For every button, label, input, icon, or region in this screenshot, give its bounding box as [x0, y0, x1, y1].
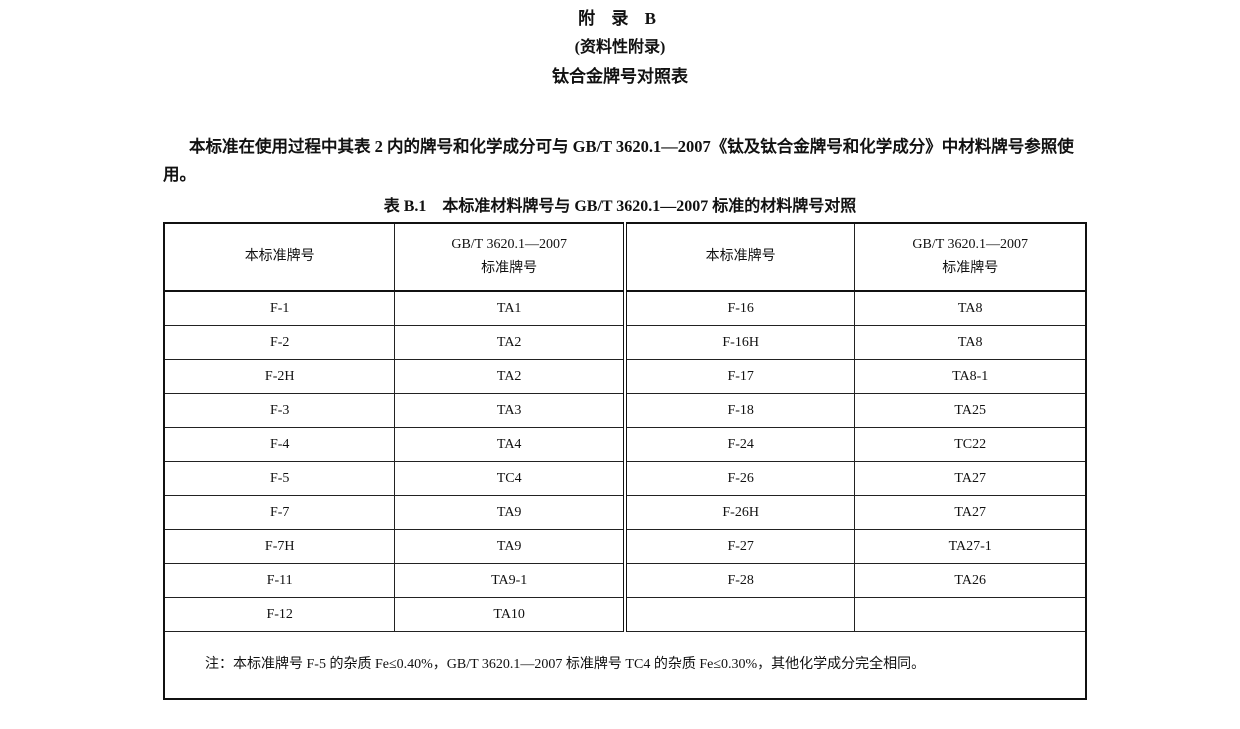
this-standard-grade-cell: F-16H	[622, 325, 856, 360]
this-standard-grade-cell: F-18	[622, 393, 856, 428]
this-standard-grade-cell: F-3	[163, 393, 396, 428]
header-gb-grade: GB/T 3620.1—2007 标准牌号	[854, 222, 1087, 292]
header-gb-line2: 标准牌号	[481, 261, 538, 276]
this-standard-grade-cell: F-28	[622, 563, 856, 598]
gb-grade-cell: TA10	[394, 597, 626, 632]
this-standard-grade-cell: F-24	[622, 427, 856, 462]
this-standard-grade-cell: F-2	[163, 325, 396, 360]
this-standard-grade-cell: F-11	[163, 563, 396, 598]
appendix-title: 钛合金牌号对照表	[552, 67, 688, 86]
gb-grade-cell: TA4	[394, 427, 626, 462]
table-row: F-5 TC4 F-26 TA27	[163, 461, 1087, 496]
table-header-row: 本标准牌号 GB/T 3620.1—2007 标准牌号 本标准牌号 GB/T 36…	[163, 222, 1087, 292]
gb-grade-cell: TA3	[394, 393, 626, 428]
this-standard-grade-cell	[622, 597, 856, 632]
header-gb-grade: GB/T 3620.1—2007 标准牌号	[394, 222, 626, 292]
this-standard-grade-cell: F-2H	[163, 359, 396, 394]
gb-grade-cell: TA8-1	[854, 359, 1087, 394]
this-standard-grade-cell: F-26	[622, 461, 856, 496]
this-standard-grade-cell: F-16	[622, 290, 856, 326]
table-row: F-2H TA2 F-17 TA8-1	[163, 359, 1087, 394]
this-standard-grade-cell: F-7H	[163, 529, 396, 564]
table-row: F-7H TA9 F-27 TA27-1	[163, 529, 1087, 564]
gb-grade-cell: TA2	[394, 325, 626, 360]
intro-paragraph: 本标准在使用过程中其表 2 内的牌号和化学成分可与 GB/T 3620.1—20…	[163, 137, 1074, 184]
this-standard-grade-cell: F-27	[622, 529, 856, 564]
gb-grade-cell: TC4	[394, 461, 626, 496]
gb-grade-cell: TA25	[854, 393, 1087, 428]
this-standard-grade-cell: F-7	[163, 495, 396, 530]
table-row: F-11 TA9-1 F-28 TA26	[163, 563, 1087, 598]
appendix-label: 附 录 B	[578, 9, 662, 28]
gb-grade-cell: TA27-1	[854, 529, 1087, 564]
table-caption: 表 B.1 本标准材料牌号与 GB/T 3620.1—2007 标准的材料牌号对…	[383, 198, 857, 215]
this-standard-grade-cell: F-4	[163, 427, 396, 462]
gb-grade-cell: TA27	[854, 461, 1087, 496]
table-note: 注：本标准牌号 F-5 的杂质 Fe≤0.40%，GB/T 3620.1—200…	[163, 631, 1087, 700]
header-this-standard-grade: 本标准牌号	[622, 222, 856, 292]
gb-grade-cell: TA8	[854, 325, 1087, 360]
gb-grade-cell: TA9	[394, 495, 626, 530]
gb-grade-cell: TA2	[394, 359, 626, 394]
table-row: F-12 TA10	[163, 597, 1087, 632]
gb-grade-cell: TA26	[854, 563, 1087, 598]
gb-grade-cell: TC22	[854, 427, 1087, 462]
gb-grade-cell: TA9-1	[394, 563, 626, 598]
header-this-standard-grade: 本标准牌号	[163, 222, 396, 292]
table-row: F-1 TA1 F-16 TA8	[163, 290, 1087, 326]
table-row: F-2 TA2 F-16H TA8	[163, 325, 1087, 360]
table-row: F-4 TA4 F-24 TC22	[163, 427, 1087, 462]
this-standard-grade-cell: F-5	[163, 461, 396, 496]
appendix-type: (资料性附录)	[574, 39, 666, 56]
header-gb-line1: GB/T 3620.1—2007	[451, 237, 567, 252]
gb-grade-cell: TA8	[854, 290, 1087, 326]
table-row: F-7 TA9 F-26H TA27	[163, 495, 1087, 530]
gb-grade-cell: TA9	[394, 529, 626, 564]
table-row: F-3 TA3 F-18 TA25	[163, 393, 1087, 428]
gb-grade-cell: TA1	[394, 290, 626, 326]
this-standard-grade-cell: F-17	[622, 359, 856, 394]
note-row: 注：本标准牌号 F-5 的杂质 Fe≤0.40%，GB/T 3620.1—200…	[163, 631, 1087, 700]
header-gb-line2: 标准牌号	[942, 261, 999, 276]
header-gb-line1: GB/T 3620.1—2007	[912, 237, 1029, 252]
this-standard-grade-cell: F-1	[163, 290, 396, 326]
this-standard-grade-cell: F-12	[163, 597, 396, 632]
gb-grade-cell: TA27	[854, 495, 1087, 530]
gb-grade-cell	[854, 597, 1087, 632]
grade-comparison-table: 本标准牌号 GB/T 3620.1—2007 标准牌号 本标准牌号 GB/T 36…	[163, 222, 1087, 700]
this-standard-grade-cell: F-26H	[622, 495, 856, 530]
